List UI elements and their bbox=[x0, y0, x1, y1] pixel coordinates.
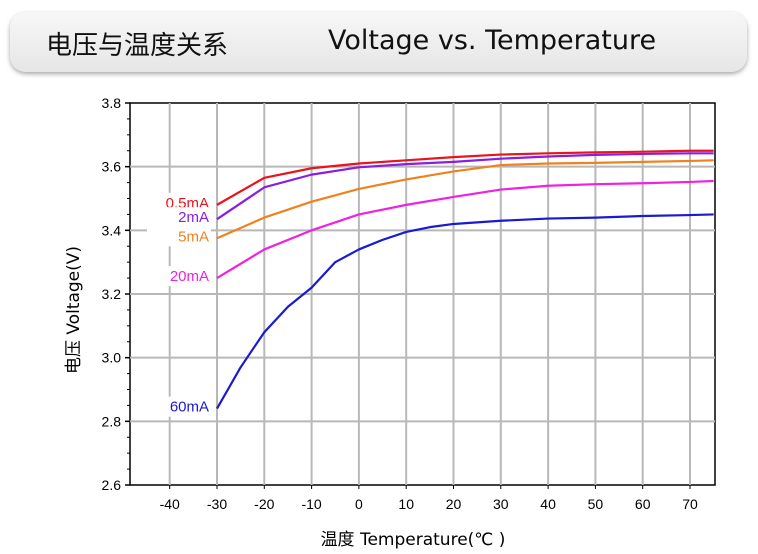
y-axis-ticks: 2.6 2.8 3.0 3.2 3.4 3.6 3.8 bbox=[102, 95, 130, 493]
title-banner: 电压与温度关系 Voltage vs. Temperature bbox=[10, 12, 747, 72]
x-tick-label: -40 bbox=[160, 496, 180, 512]
series-line-0.5mA bbox=[216, 149, 714, 206]
x-tick-label: 70 bbox=[682, 496, 698, 512]
x-tick-label: -10 bbox=[301, 496, 321, 512]
series-label-5mA: 5mA bbox=[178, 228, 209, 245]
x-axis-ticks: -40 -30 -20 -10 0 10 20 30 40 50 60 70 bbox=[160, 485, 698, 512]
y-tick-label: 2.6 bbox=[102, 477, 122, 493]
x-axis-label: 温度 Temperature(℃ ) bbox=[321, 530, 506, 550]
x-tick-label: -30 bbox=[207, 496, 227, 512]
x-tick-label: 10 bbox=[398, 496, 414, 512]
series-label-background bbox=[147, 266, 211, 287]
y-tick-label: 2.8 bbox=[102, 413, 122, 429]
series-label-20mA: 20mA bbox=[170, 268, 209, 285]
series-label-60mA: 60mA bbox=[170, 399, 209, 416]
series-group bbox=[216, 149, 714, 410]
x-tick-label: 0 bbox=[355, 496, 363, 512]
y-tick-label: 3.4 bbox=[102, 222, 122, 238]
x-tick-label: 40 bbox=[540, 496, 556, 512]
y-tick-label: 3.8 bbox=[102, 95, 122, 111]
y-tick-label: 3.6 bbox=[102, 159, 122, 175]
title-english: Voltage vs. Temperature bbox=[328, 25, 657, 56]
x-tick-label: -20 bbox=[254, 496, 274, 512]
series-line-20mA bbox=[216, 179, 714, 280]
series-label-background bbox=[147, 226, 211, 247]
x-tick-label: 60 bbox=[635, 496, 651, 512]
series-label-background bbox=[147, 396, 211, 417]
x-tick-label: 20 bbox=[446, 496, 462, 512]
series-label-background bbox=[147, 207, 211, 228]
series-label-2mA: 2mA bbox=[178, 209, 209, 226]
title-chinese: 电压与温度关系 bbox=[46, 31, 229, 61]
x-tick-label: 30 bbox=[493, 496, 509, 512]
series-line-60mA bbox=[216, 213, 714, 410]
series-line-2mA bbox=[216, 152, 714, 221]
y-tick-label: 3.2 bbox=[102, 286, 122, 302]
x-tick-label: 50 bbox=[588, 496, 604, 512]
y-tick-label: 3.0 bbox=[102, 350, 122, 366]
y-axis-label: 电压 Voltage(V) bbox=[64, 246, 84, 374]
series-line-5mA bbox=[216, 159, 714, 240]
